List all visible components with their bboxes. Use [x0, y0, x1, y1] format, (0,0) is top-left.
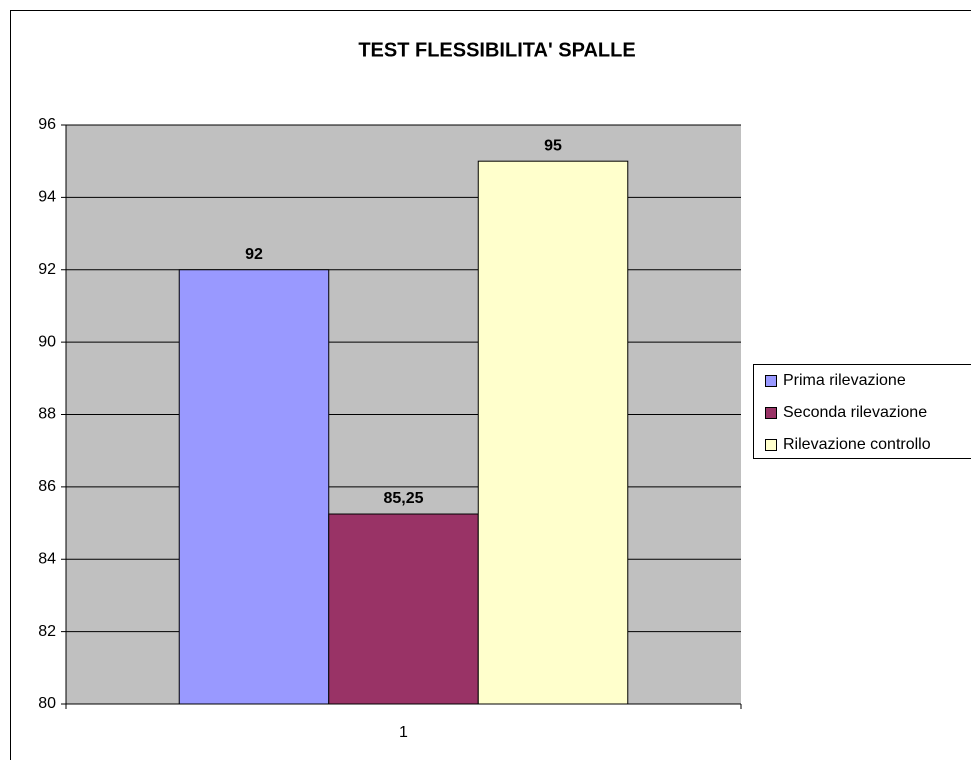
y-tick-label: 92 [38, 261, 56, 278]
bar [328, 513, 479, 705]
data-label: 92 [245, 246, 263, 263]
y-tick-label: 88 [38, 406, 56, 423]
legend-swatch [765, 375, 777, 387]
y-tick-label: 90 [38, 333, 56, 350]
chart-title: TEST FLESSIBILITA' SPALLE [358, 39, 635, 61]
y-tick-label: 80 [38, 695, 56, 712]
data-label: 85,25 [383, 490, 423, 507]
legend-label: Seconda rilevazione [783, 404, 927, 421]
y-tick-label: 82 [38, 623, 56, 640]
y-tick-label: 84 [38, 550, 56, 567]
bar [477, 160, 629, 705]
data-label: 95 [544, 137, 562, 154]
legend-swatch [765, 439, 777, 451]
y-tick-label: 94 [38, 189, 56, 206]
legend-box [753, 364, 971, 459]
x-tick-label: 1 [399, 724, 408, 741]
legend-label: Prima rilevazione [783, 372, 906, 389]
y-tick-label: 96 [38, 116, 56, 133]
y-tick-label: 86 [38, 478, 56, 495]
legend-swatch [765, 407, 777, 419]
bar [178, 269, 330, 705]
legend-label: Rilevazione controllo [783, 436, 931, 453]
